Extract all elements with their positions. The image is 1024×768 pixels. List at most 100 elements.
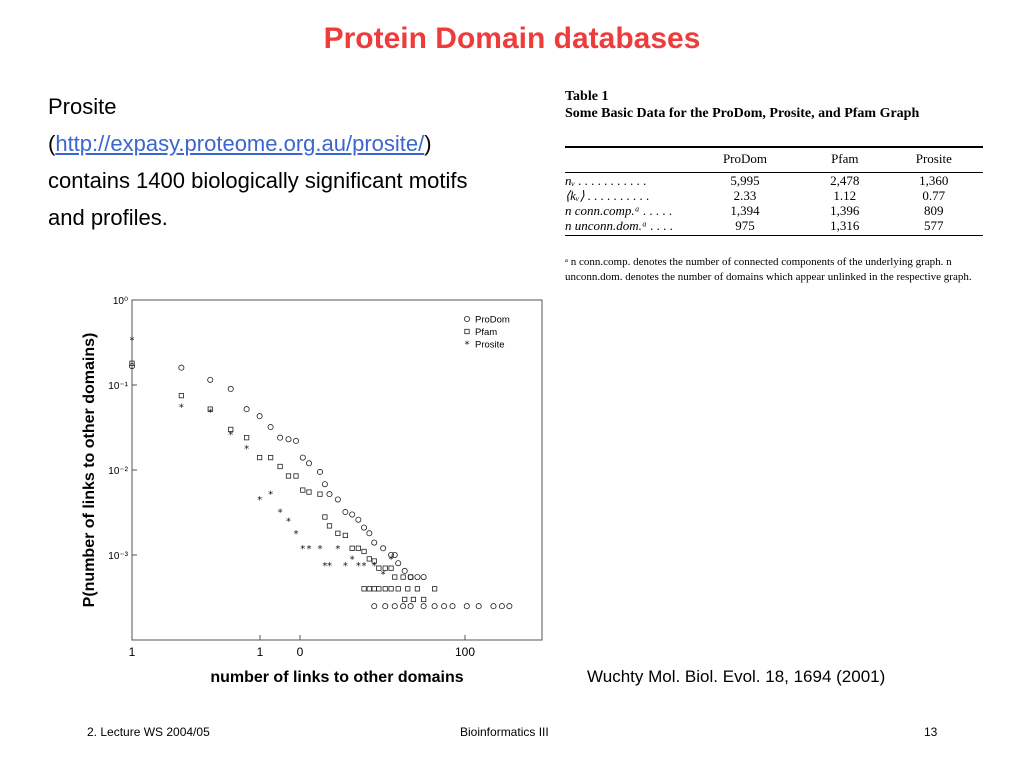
y-tick-label: 10⁻¹ <box>108 381 128 392</box>
prodom-point <box>506 603 513 610</box>
table-caption-title: Some Basic Data for the ProDom, Prosite,… <box>565 106 920 121</box>
citation: Wuchty Mol. Biol. Evol. 18, 1694 (2001) <box>587 667 886 686</box>
prodom-point <box>420 574 427 581</box>
table-row: n unconn.dom.ᵃ . . . . 975 1,316 577 <box>565 218 983 236</box>
prosite-point: * <box>130 335 135 346</box>
pfam-point <box>402 596 408 603</box>
prosite-point: * <box>372 561 377 572</box>
prodom-point <box>366 530 373 537</box>
pfam-point <box>257 454 263 461</box>
row-label: n conn.comp.ᵃ . . . . . <box>565 203 673 218</box>
table-cell: 2,478 <box>830 173 860 188</box>
table-cell: 1,396 <box>830 203 860 218</box>
pfam-point <box>342 532 348 539</box>
table-row: ⟨kᵥ⟩ . . . . . . . . . . 2.33 1.12 0.77 <box>565 188 983 203</box>
table-cell: 1,316 <box>804 218 885 236</box>
pfam-point <box>366 556 372 562</box>
y-tick-label: 10⁰ <box>113 296 128 307</box>
prodom-point <box>305 460 312 467</box>
prodom-point <box>407 603 414 610</box>
prosite-legend-label: Prosite <box>475 340 505 351</box>
pfam-point <box>178 393 184 399</box>
y-tick-label: 10⁻³ <box>108 551 128 562</box>
table-cell: 0.77 <box>922 188 946 203</box>
table-row: nᵥ . . . . . . . . . . . 5,995 2,478 1,3… <box>565 173 983 189</box>
y-tick-label: 10⁻² <box>108 466 128 477</box>
prodom-point <box>401 567 408 574</box>
prodom-point <box>449 603 456 610</box>
prosite-point: * <box>350 554 355 565</box>
prodom-point <box>316 468 323 475</box>
prosite-point: * <box>335 544 340 555</box>
pfam-point <box>382 565 388 571</box>
table-header-cell: Pfam <box>804 146 885 173</box>
prodom-point <box>420 603 427 610</box>
prodom-point <box>441 603 448 610</box>
pfam-point <box>408 574 414 580</box>
prosite-link[interactable]: http://expasy.proteome.org.au/prosite/ <box>55 131 425 156</box>
pfam-point <box>388 565 394 571</box>
footer-course: Bioinformatics III <box>460 725 549 739</box>
pfam-point <box>361 586 367 592</box>
x-tick-label: 0 <box>297 645 304 659</box>
row-label: n unconn.dom.ᵃ . . . . <box>565 218 685 236</box>
prodom-point <box>321 481 328 488</box>
pfam-point <box>395 586 401 592</box>
table-header-cell: Prosite <box>884 146 983 173</box>
prodom-point <box>256 413 263 420</box>
pfam-point <box>366 586 372 592</box>
pfam-point <box>392 574 398 580</box>
table-row: n conn.comp.ᵃ . . . . . 1,394 1,396 809 <box>565 203 983 218</box>
pfam-point <box>228 426 234 433</box>
prodom-point <box>361 524 368 531</box>
pfam-point <box>129 360 135 366</box>
prodom-point <box>299 454 306 461</box>
table-header-cell <box>565 146 685 173</box>
prodom-point <box>129 363 136 370</box>
prosite-point: * <box>179 403 184 414</box>
prosite-point: * <box>317 544 322 555</box>
pfam-legend-label: Pfam <box>475 327 497 338</box>
table-cell: 2.33 <box>733 188 757 203</box>
prodom-point <box>414 574 421 581</box>
prodom-point <box>391 551 398 558</box>
prosite-point: * <box>286 517 291 528</box>
prodom-point <box>475 603 482 610</box>
table-cell: 5,995 <box>730 173 760 188</box>
pfam-point <box>322 514 328 520</box>
pfam-point <box>361 548 367 555</box>
footer-lecture: 2. Lecture WS 2004/05 <box>87 725 210 739</box>
row-label: ⟨kᵥ⟩ . . . . . . . . . . <box>565 188 650 203</box>
pfam-point <box>267 454 274 461</box>
pfam-point <box>349 545 355 551</box>
prodom-point <box>349 511 356 518</box>
prosite-point: * <box>356 561 361 572</box>
pfam-point <box>376 586 382 592</box>
pfam-point <box>405 586 411 592</box>
pfam-point <box>207 406 213 412</box>
prodom-point <box>243 406 250 413</box>
prodom-point <box>395 560 402 567</box>
prosite-point: * <box>294 529 299 540</box>
table-cell: 809 <box>924 203 944 218</box>
x-tick-label: 1 <box>257 645 264 659</box>
x-axis-label: number of links to other domains <box>210 669 463 686</box>
table-cell: 577 <box>884 218 983 236</box>
prodom-point <box>498 603 505 610</box>
prosite-point: * <box>362 561 367 572</box>
prodom-point <box>277 434 284 441</box>
pfam-point <box>300 487 306 493</box>
pfam-point <box>388 586 394 592</box>
pfam-point <box>317 491 323 497</box>
y-axis-label: P(number of links to other domains) <box>81 333 98 608</box>
prosite-point: * <box>389 554 394 565</box>
prodom-legend-marker <box>463 315 470 322</box>
prosite-point: * <box>244 444 249 455</box>
prodom-point <box>380 545 387 552</box>
prosite-point: * <box>343 561 348 572</box>
prodom-point <box>371 539 378 546</box>
prosite-point: * <box>208 408 213 419</box>
table-figure: Table 1 Some Basic Data for the ProDom, … <box>560 85 990 305</box>
prosite-point: * <box>257 495 262 506</box>
